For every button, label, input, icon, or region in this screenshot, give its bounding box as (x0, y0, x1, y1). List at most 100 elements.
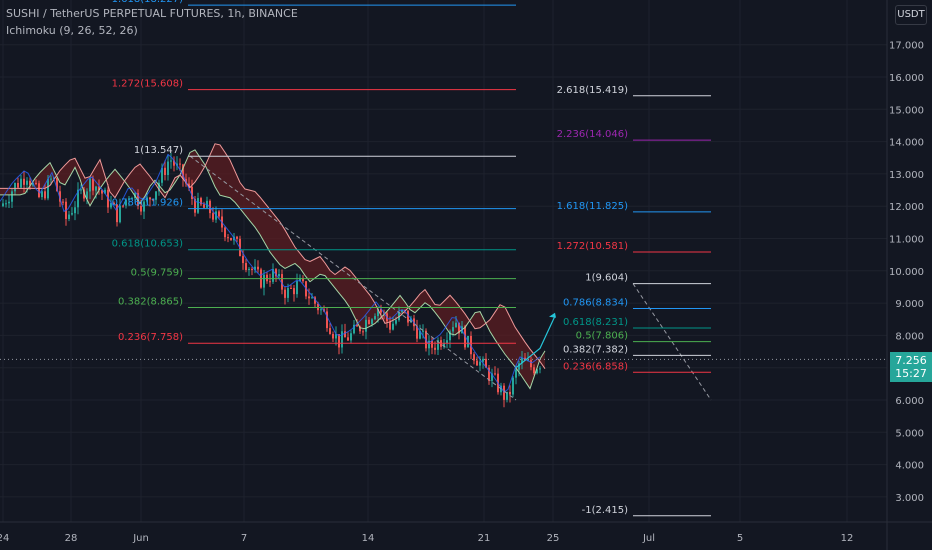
candle-body (116, 204, 118, 223)
candle-body (98, 186, 100, 191)
candle-body (56, 177, 58, 192)
candle-body (473, 354, 475, 361)
fib-level-label: 0.382(8.865) (118, 296, 183, 307)
candle-body (320, 309, 322, 311)
time-tick-label: 12 (841, 533, 854, 544)
candle-body (170, 160, 172, 162)
candle-body (437, 340, 439, 350)
fib-extension-label: 0.618(8.231) (563, 317, 628, 328)
candle-body (422, 330, 424, 332)
candle-body (89, 178, 91, 192)
candle-body (11, 191, 13, 202)
candle-body (182, 164, 184, 179)
candle-body (14, 183, 16, 192)
candle-body (479, 361, 481, 366)
candle-body (41, 191, 43, 198)
candle-body (122, 205, 124, 207)
candle-body (50, 178, 52, 180)
fib-level-label: 0.236(7.758) (118, 332, 183, 343)
candle-body (257, 266, 259, 270)
senkou-span-b (0, 143, 546, 369)
candle-body (365, 319, 367, 332)
candle-body (92, 178, 94, 191)
candle-body (218, 211, 220, 217)
price-axis: 3.0004.0005.0006.0007.0008.0009.00010.00… (886, 0, 932, 550)
candle-body (8, 201, 10, 204)
candle-body (518, 363, 520, 370)
candle-body (362, 331, 364, 333)
candle-body (284, 289, 286, 298)
candle-body (191, 186, 193, 200)
candle-body (143, 201, 145, 212)
price-tick-label: 6.000 (895, 396, 924, 407)
candle-body (359, 326, 361, 332)
candle-body (5, 203, 7, 205)
candle-body (77, 189, 79, 208)
candle-body (194, 199, 196, 213)
candle-body (380, 308, 382, 313)
candle-body (488, 367, 490, 381)
candle-body (443, 343, 445, 347)
candle-body (62, 201, 64, 203)
candle-body (152, 199, 154, 201)
candle-body (290, 287, 292, 289)
time-tick-label: Jun (132, 533, 149, 544)
fib-extension-label: 0.382(7.382) (563, 344, 628, 355)
candle-body (149, 197, 151, 200)
candle-body (533, 367, 535, 374)
candle-body (512, 377, 514, 395)
candle-body (521, 357, 523, 364)
candle-body (350, 333, 352, 341)
candle-body (44, 191, 46, 199)
fib-extension-label: 0.5(7.806) (576, 331, 628, 342)
price-tick-label: 5.000 (895, 428, 924, 439)
chart-grid (0, 0, 887, 522)
candle-body (329, 328, 331, 334)
last-price-badge: 7.256 15:27 (890, 352, 932, 382)
candle-body (419, 330, 421, 339)
candle-body (242, 256, 244, 264)
symbol-title[interactable]: SUSHI / TetherUS PERPETUAL FUTURES, 1h, … (6, 7, 298, 20)
candle-body (353, 324, 355, 334)
candle-body (59, 191, 61, 202)
candle-body (86, 191, 88, 199)
ichimoku-lines (0, 143, 546, 393)
candle-body (356, 324, 358, 327)
price-tick-label: 10.000 (889, 267, 924, 278)
candle-body (200, 198, 202, 205)
candle-body (29, 180, 31, 186)
time-tick-label: 14 (362, 533, 375, 544)
senkou-span-a (0, 149, 546, 390)
price-tick-label: 3.000 (895, 493, 924, 504)
candle-body (23, 178, 25, 185)
candle-body (236, 236, 238, 239)
candle-body (494, 373, 496, 375)
candle-body (155, 191, 157, 200)
candle-body (536, 369, 538, 374)
tenkan-line (0, 153, 541, 393)
ichimoku-legend[interactable]: Ichimoku (9, 26, 52, 26) (6, 24, 138, 37)
candle-body (341, 331, 343, 348)
fib-extension-label: 0.786(8.834) (563, 297, 628, 308)
time-axis: 24 28 Jun 7 14 21 25 Jul 5 12 (0, 521, 932, 544)
candle-body (368, 319, 370, 324)
price-tick-label: 9.000 (895, 299, 924, 310)
time-tick-label: Jul (642, 533, 655, 544)
candle-body (2, 203, 4, 207)
candle-body (338, 334, 340, 348)
price-tick-label: 8.000 (895, 331, 924, 342)
candle-body (287, 287, 289, 298)
candle-body (410, 318, 412, 323)
price-tick-label: 13.000 (889, 170, 924, 181)
candle-body (428, 340, 430, 349)
currency-button[interactable]: USDT (895, 5, 927, 25)
time-tick-label: 24 (0, 533, 9, 544)
candle-body (128, 198, 130, 200)
fib-level-label: 0.618(10.653) (112, 239, 184, 250)
candle-body (458, 322, 460, 334)
candle-body (164, 167, 166, 176)
candle-body (230, 237, 232, 241)
candle-body (485, 358, 487, 368)
fib-extension-label: 1.272(10.581) (557, 241, 629, 252)
